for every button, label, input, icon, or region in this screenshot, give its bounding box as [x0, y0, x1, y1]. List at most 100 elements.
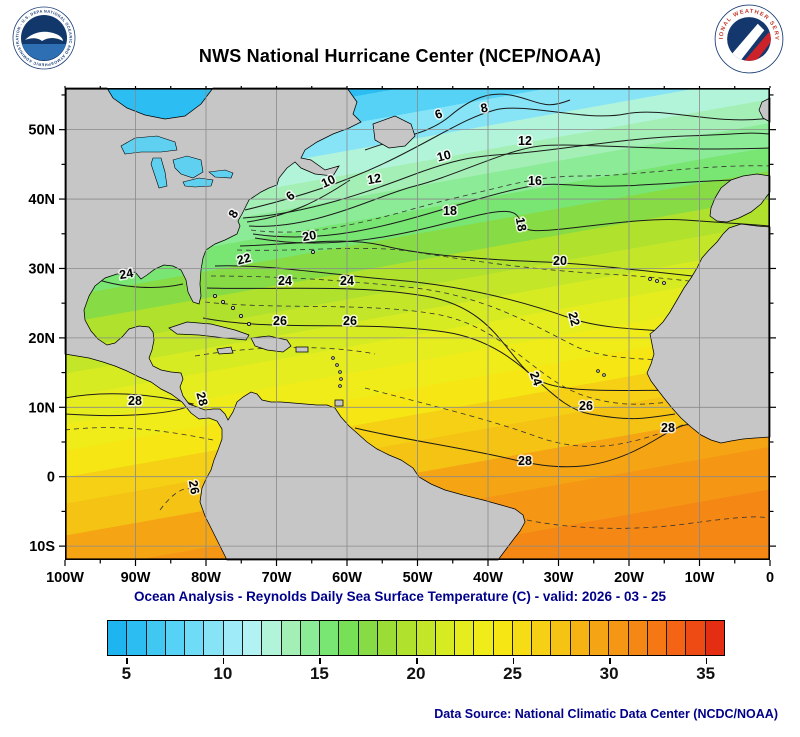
colorbar-cell — [185, 621, 205, 655]
contour-label: 28 — [193, 390, 210, 407]
colorbar-tick — [512, 658, 515, 664]
island-jamaica — [216, 346, 234, 355]
colorbar-tick-label: 25 — [503, 664, 523, 683]
contour-label: 18 — [513, 216, 529, 232]
colorbar-tick — [416, 658, 418, 664]
contour-label: 10 — [435, 148, 452, 165]
landmass-africa — [646, 223, 771, 444]
lake-superior — [120, 135, 178, 155]
colorbar-cell — [146, 621, 166, 655]
lake-ontario — [208, 169, 234, 179]
colorbar-cell — [127, 621, 147, 655]
colorbar-cell — [493, 621, 513, 655]
lon-tick-label: 90W — [121, 570, 151, 586]
island-bahamas — [231, 306, 235, 310]
colorbar-cell — [281, 621, 301, 655]
lon-tick-label: 80W — [191, 570, 221, 586]
contour-label: 26 — [579, 399, 593, 413]
island-bahamas — [247, 322, 251, 326]
colorbar-cell — [242, 621, 263, 655]
colorbar-cell — [455, 621, 475, 655]
colorbar-cell — [628, 621, 648, 655]
colorbar-cell — [416, 621, 436, 655]
nws-red-band — [742, 32, 771, 61]
colorbar-cell — [474, 621, 494, 655]
contour-label: 16 — [528, 174, 542, 188]
lat-tick-label: 50N — [28, 123, 55, 139]
island-cape-verde — [596, 369, 600, 373]
colorbar-cell — [300, 621, 321, 655]
colorbar-cell — [358, 621, 378, 655]
contour-label: 20 — [301, 228, 317, 244]
islands — [168, 250, 666, 407]
lat-tick-label: 0 — [47, 470, 55, 486]
contour-label: 28 — [518, 454, 532, 468]
lat-tick-label: 10N — [28, 400, 55, 416]
colorbar-cell — [686, 621, 706, 655]
colorbar-cell — [377, 621, 398, 655]
colorbar-cell — [705, 621, 724, 655]
lat-tick-label: 30N — [28, 261, 55, 277]
sst-colorbar — [107, 620, 725, 656]
contour-label: 26 — [186, 479, 202, 495]
lake-huron — [172, 155, 204, 179]
colorbar-tick — [609, 658, 611, 664]
contour-label: 28 — [661, 421, 675, 435]
colorbar-tick — [222, 658, 225, 664]
lon-tick-label: 60W — [332, 570, 362, 586]
colorbar-cell — [667, 621, 687, 655]
island-antilles — [338, 370, 342, 374]
lon-tick-label: 70W — [262, 570, 292, 586]
contour-label: 26 — [273, 314, 287, 328]
landmass-iberia — [709, 173, 771, 223]
nws-white-band — [731, 23, 765, 61]
island-canary — [662, 281, 666, 285]
lat-tick-label: 20N — [28, 331, 55, 347]
colorbar-cell — [320, 621, 340, 655]
colorbar-cell — [551, 621, 571, 655]
data-source-note: Data Source: National Climatic Data Cent… — [434, 707, 778, 721]
land-masses — [64, 87, 771, 561]
page-title: NWS National Hurricane Center (NCEP/NOAA… — [198, 46, 602, 66]
lon-tick-label: 0 — [766, 570, 774, 586]
noaa-emblem-sea — [22, 44, 66, 61]
colorbar-tick — [319, 658, 321, 664]
contour-label: 28 — [128, 394, 142, 408]
colorbar-cell — [108, 621, 128, 655]
island-bahamas — [239, 314, 243, 318]
contour-label: 18 — [443, 204, 457, 218]
island-trinidad — [334, 399, 344, 407]
colorbar-cell — [204, 621, 224, 655]
lon-tick-label: 100W — [46, 570, 84, 586]
lat-lon-grid — [65, 88, 770, 560]
colorbar-cell — [570, 621, 591, 655]
contour-label: 24 — [340, 274, 354, 288]
contour-label: 24 — [527, 370, 545, 388]
noaa-logo: NATIONAL OCEANIC AND ATMOSPHERIC ADMINIS… — [12, 6, 76, 70]
map-axes: 100W 90W 80W 70W 60W 50W 40W 30W 20W 10W 0 50N 40N 30… — [28, 86, 776, 586]
lake-michigan — [150, 157, 168, 189]
contour-label: 12 — [366, 171, 382, 187]
lon-tick-label: 40W — [473, 570, 503, 586]
island-bahamas — [213, 294, 217, 298]
colorbar-cell — [339, 621, 359, 655]
colorbar-cell — [435, 621, 456, 655]
island-antilles — [339, 377, 343, 381]
map-subtitle: Ocean Analysis - Reynolds Daily Sea Surf… — [134, 589, 666, 604]
island-puerto-rico — [295, 346, 309, 353]
colorbar-cell — [609, 621, 629, 655]
colorbar-cell — [262, 621, 282, 655]
lat-tick-label: 40N — [28, 192, 55, 208]
island-antilles — [338, 384, 342, 388]
island-hispaniola — [250, 335, 292, 353]
colorbar-tick-label: 30 — [599, 664, 619, 683]
lon-tick-label: 30W — [544, 570, 574, 586]
colorbar-tick-label: 15 — [309, 664, 329, 683]
landmass-newfoundland — [372, 115, 416, 149]
contour-label: 22 — [565, 310, 582, 327]
island-antilles — [335, 363, 339, 367]
island-canary — [655, 279, 659, 283]
noaa-gull-icon — [25, 31, 63, 41]
